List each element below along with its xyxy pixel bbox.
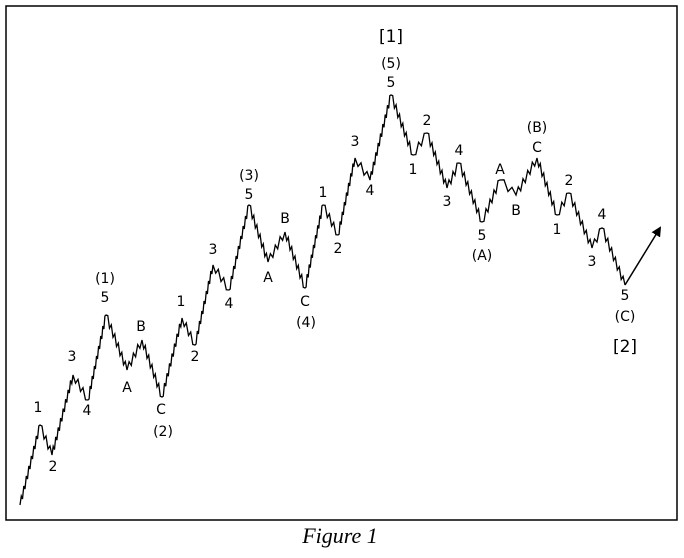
wave-label: 3 [588, 254, 597, 270]
wave-label: 5 [101, 290, 110, 306]
wave-label: 5 [387, 75, 396, 91]
wave-labels: 1 2 3 4 (1) 5 A B C (2) 1 2 3 4 (3) 5 A B C (4) 1 2 3 4 [1] (5) 5 1… [34, 27, 638, 475]
wave-line [19, 94, 626, 506]
wave-label: 4 [83, 403, 92, 419]
wave-label: B [511, 203, 521, 219]
wave-label: B [280, 211, 290, 227]
wave-label: (1) [95, 271, 115, 287]
wave-label: (A) [472, 248, 493, 264]
wave-label: 2 [565, 173, 574, 189]
wave-label: (4) [296, 315, 316, 331]
wave-label: 1 [319, 185, 328, 201]
wave-label: A [495, 162, 505, 178]
wave-label: (C) [615, 309, 636, 325]
wave-label: 3 [351, 134, 360, 150]
wave-label: A [263, 270, 273, 286]
wave-label: 1 [34, 400, 43, 416]
wave-label: 1 [177, 294, 186, 310]
wave-label: 4 [366, 183, 375, 199]
wave-label: 5 [245, 187, 254, 203]
wave-label: C [532, 140, 542, 156]
wave-label: 1 [553, 222, 562, 238]
wave-label: [2] [613, 337, 637, 357]
wave-label: C [156, 402, 166, 418]
wave-label: 5 [478, 228, 487, 244]
wave-label: (B) [527, 120, 548, 136]
wave-label: 5 [621, 288, 630, 304]
wave-label: 2 [334, 241, 343, 257]
wave-label: (3) [239, 168, 259, 184]
wave-label: 4 [455, 143, 464, 159]
wave-label: 3 [68, 349, 77, 365]
wave-label: B [136, 319, 146, 335]
wave-label: 1 [409, 162, 418, 178]
wave-label: A [122, 380, 132, 396]
wave-label: 4 [225, 296, 234, 312]
wave-label: 3 [443, 194, 452, 210]
wave-label: 2 [191, 349, 200, 365]
arrow [624, 226, 662, 286]
wave-label: C [300, 294, 310, 310]
wave-label: 3 [209, 242, 218, 258]
frame [5, 5, 678, 521]
wave-label: 2 [49, 459, 58, 475]
wave-label: (5) [381, 56, 401, 72]
wave-label: 2 [423, 113, 432, 129]
wave-label: (2) [153, 424, 173, 440]
wave-label: [1] [379, 27, 403, 47]
caption: Figure 1 [301, 523, 378, 548]
wave-label: 4 [598, 207, 607, 223]
